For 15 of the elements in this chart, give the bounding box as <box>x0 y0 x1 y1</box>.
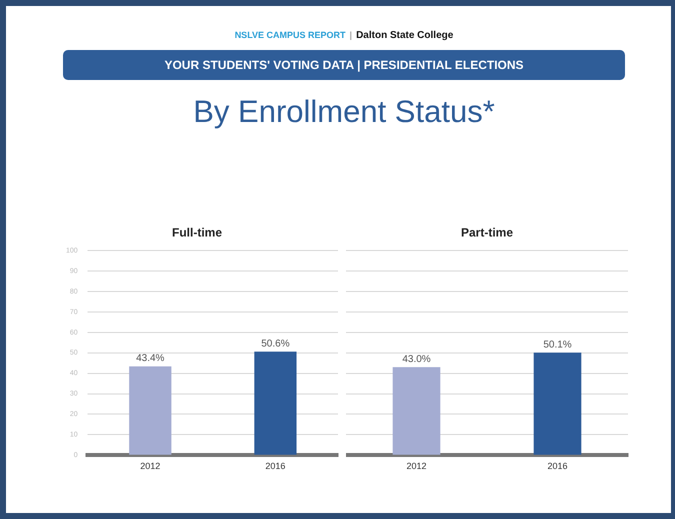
data-label: 50.6% <box>261 338 290 350</box>
text: NSLVE CAMPUS REPORT <box>234 30 346 40</box>
text: By Enrollment Status* <box>192 94 496 130</box>
data-label: 43.4% <box>136 353 165 364</box>
chart-title: Part-time <box>460 226 514 240</box>
x-tick-label: 2012 <box>140 461 160 472</box>
data-label: 43.0% <box>402 354 431 365</box>
data-label: 50.1% <box>543 339 572 350</box>
x-tick-label: 2012 <box>406 461 427 472</box>
text: | <box>350 30 352 40</box>
text: Dalton State College <box>356 30 454 41</box>
text: YOUR STUDENTS' VOTING DATA | PRESIDENTIAL ELECTIONS <box>63 50 625 80</box>
x-tick-label: 2016 <box>547 461 568 472</box>
chart-title: Full-time <box>172 226 222 240</box>
x-tick-label: 2016 <box>265 461 286 472</box>
